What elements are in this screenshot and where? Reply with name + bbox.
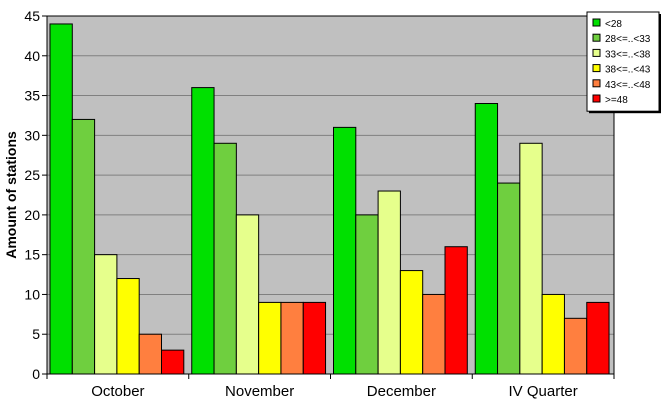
legend-label: 33<=..<38 <box>605 49 651 60</box>
bar <box>422 293 446 375</box>
y-tick-label: 20 <box>24 207 40 223</box>
x-category-label: November <box>225 383 294 400</box>
y-tick-label: 40 <box>24 48 40 64</box>
bar <box>280 301 304 375</box>
bar <box>213 142 237 375</box>
legend-swatch <box>592 33 601 42</box>
y-tick-labels: 0 5 10 15 20 25 30 35 40 45 <box>24 8 40 382</box>
bar <box>333 126 357 375</box>
legend-swatch <box>592 64 601 73</box>
y-tick-label: 15 <box>24 247 40 263</box>
legend-swatch <box>592 79 601 88</box>
y-tick-label: 25 <box>24 167 40 183</box>
bar <box>71 118 96 375</box>
x-category-label: December <box>367 383 436 400</box>
x-category-label: IV Quarter <box>509 383 578 400</box>
bar <box>138 333 162 375</box>
legend-label: >=48 <box>605 95 628 106</box>
bar <box>474 103 499 375</box>
y-tick-label: 30 <box>24 127 40 143</box>
bar <box>161 349 185 375</box>
bar <box>191 87 215 375</box>
x-category-labels: October November December IV Quarter <box>91 383 578 400</box>
bar <box>444 246 468 375</box>
bar <box>258 301 282 375</box>
y-tick-label: 0 <box>32 366 40 382</box>
bar <box>355 214 379 375</box>
legend: <28 28<=..<33 33<=..<38 38<=..<43 43<=..<48 >… <box>586 11 661 114</box>
bar <box>541 293 565 375</box>
y-tick-label: 45 <box>24 8 40 24</box>
bar <box>563 317 588 375</box>
y-tick-label: 35 <box>24 88 40 104</box>
x-category-label: October <box>91 383 144 400</box>
bar <box>302 301 327 375</box>
legend-swatch <box>592 18 601 27</box>
legend-label: 43<=..<48 <box>605 80 651 91</box>
bar <box>519 142 543 375</box>
bar <box>377 190 401 375</box>
bars <box>49 23 610 375</box>
legend-label: 28<=..<33 <box>605 34 651 45</box>
bar <box>235 214 260 375</box>
legend-swatch <box>592 94 601 103</box>
y-axis-title: Amount of stations <box>3 131 19 259</box>
legend-label: 38<=..<43 <box>605 65 651 76</box>
legend-label: <28 <box>605 19 622 30</box>
bar <box>399 270 424 375</box>
bar <box>497 182 521 375</box>
bar <box>49 23 73 375</box>
y-tick-label: 5 <box>32 326 40 342</box>
y-tick-label: 10 <box>24 286 40 302</box>
bar <box>586 301 610 375</box>
legend-swatch <box>592 48 601 57</box>
axes <box>42 15 615 379</box>
bar <box>116 278 140 375</box>
bar <box>94 254 118 375</box>
